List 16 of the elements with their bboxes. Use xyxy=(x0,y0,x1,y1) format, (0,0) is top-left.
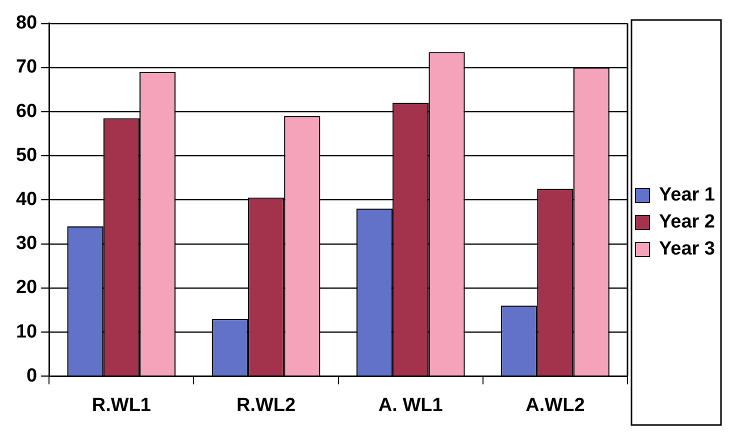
y-tick-label: 60 xyxy=(16,100,38,122)
y-tick-label: 30 xyxy=(16,233,38,254)
x-tick-label: A.WL2 xyxy=(526,394,585,416)
x-tick-label: R.WL1 xyxy=(92,394,152,416)
y-tick-label: 50 xyxy=(16,144,38,166)
legend-label: Year 3 xyxy=(659,238,715,260)
y-tick-label: 40 xyxy=(16,189,38,210)
x-tick-label: R.WL2 xyxy=(236,394,296,416)
y-tick-label: 20 xyxy=(16,277,38,298)
y-tick-label: 70 xyxy=(16,56,38,78)
x-tick-label: A. WL1 xyxy=(378,394,444,416)
y-tick-label: 0 xyxy=(26,365,38,386)
legend-label: Year 2 xyxy=(659,212,715,233)
legend-label: Year 1 xyxy=(659,184,716,206)
y-tick-label: 10 xyxy=(16,321,38,342)
y-tick-label: 80 xyxy=(16,12,38,34)
